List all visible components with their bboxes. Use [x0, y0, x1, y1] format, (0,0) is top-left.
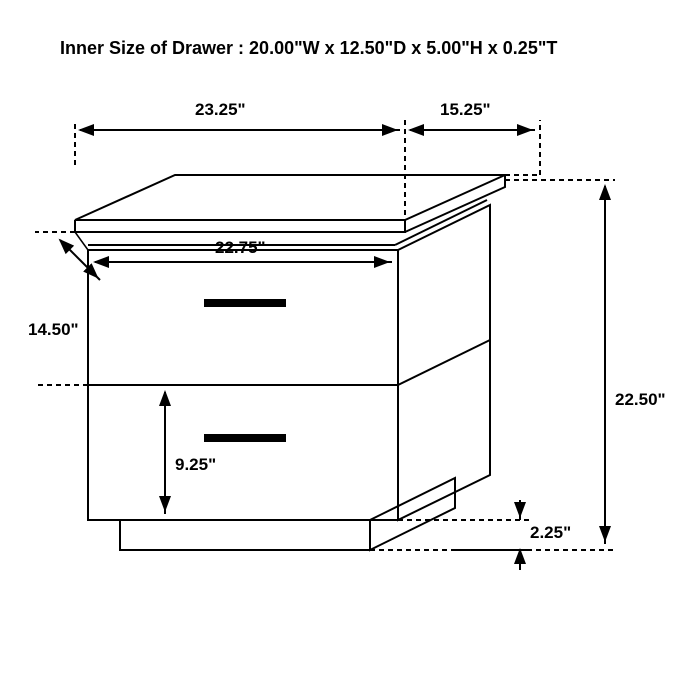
label-side-depth: 14.50"	[28, 320, 79, 340]
top-surface	[75, 175, 505, 220]
label-total-height: 22.50"	[615, 390, 666, 410]
label-base-height: 2.25"	[530, 523, 571, 543]
handle-lower	[205, 435, 285, 441]
dimension-diagram	[0, 0, 700, 700]
label-width: 23.25"	[195, 100, 246, 120]
label-drawer-width: 22.75"	[215, 238, 266, 258]
handle-upper	[205, 300, 285, 306]
label-drawer-height: 9.25"	[175, 455, 216, 475]
label-depth-top: 15.25"	[440, 100, 491, 120]
base-front	[120, 520, 370, 550]
